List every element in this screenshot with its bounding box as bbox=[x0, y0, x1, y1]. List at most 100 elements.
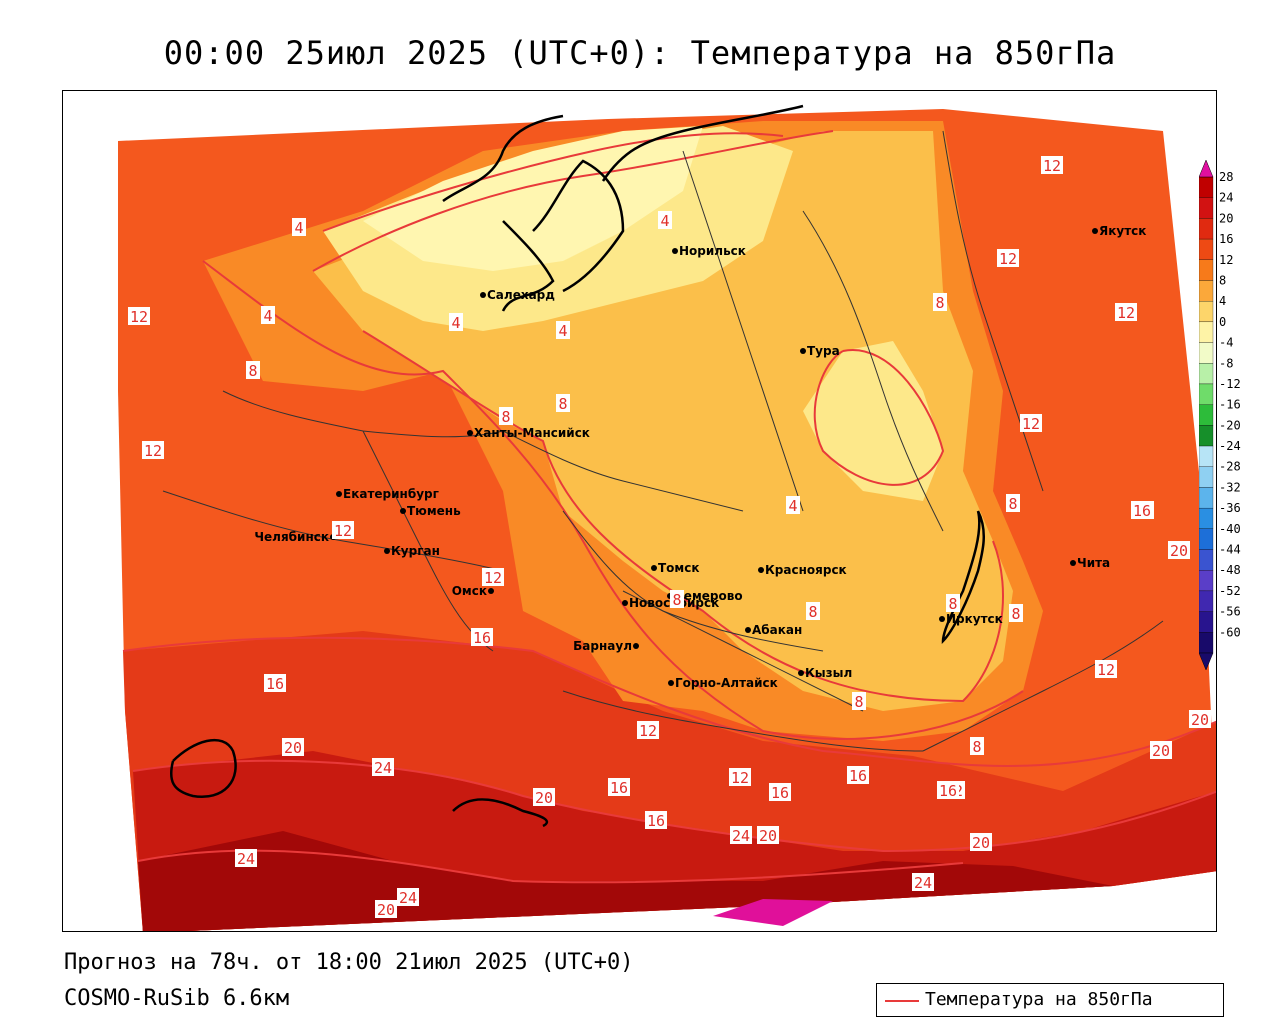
contour-label-text: 8 bbox=[808, 603, 817, 621]
contour-label-text: 24 bbox=[914, 874, 932, 892]
colorbar-bottom-arrow bbox=[1199, 652, 1214, 671]
contour-label-text: 24 bbox=[399, 889, 417, 907]
admin-borders bbox=[162, 130, 1164, 752]
contour-label: 24 bbox=[372, 758, 394, 777]
city-dot bbox=[1070, 560, 1076, 566]
forecast-info: Прогноз на 78ч. от 18:00 21июл 2025 (UTC… bbox=[64, 950, 634, 975]
contour-label: 12 bbox=[1041, 156, 1063, 175]
city-name: Ханты-Мансийск bbox=[474, 426, 590, 440]
city-dot bbox=[384, 548, 390, 554]
city-name: Кызыл bbox=[805, 666, 852, 680]
colorbar-tick: -12 bbox=[1219, 377, 1241, 391]
contour-label-text: 12 bbox=[130, 308, 148, 326]
city-name: Челябинск bbox=[254, 530, 329, 544]
contour-label-text: 8 bbox=[248, 362, 257, 380]
colorbar-tick: -24 bbox=[1219, 439, 1241, 453]
map-title: 00:00 25июл 2025 (UTC+0): Температура на… bbox=[163, 34, 1117, 72]
contour-label-text: 16 bbox=[610, 779, 628, 797]
contour-label: 12 bbox=[637, 721, 659, 740]
city-marker: Чита bbox=[1070, 556, 1110, 570]
city-dot bbox=[745, 627, 751, 633]
city-marker: Барнаул bbox=[573, 639, 639, 653]
city-marker: Норильск bbox=[672, 244, 746, 258]
contour-label-text: 20 bbox=[759, 827, 777, 845]
contour-label-text: 16 bbox=[266, 675, 284, 693]
contour-label-text: 8 bbox=[501, 408, 510, 426]
colorbar-tick: -52 bbox=[1219, 584, 1241, 598]
city-marker: Тюмень bbox=[400, 504, 461, 518]
city-dot bbox=[672, 248, 678, 254]
contour-label: 24 bbox=[235, 849, 257, 868]
contour-label: 20 bbox=[1150, 741, 1172, 760]
contour-label-text: 4 bbox=[660, 212, 669, 230]
model-name: COSMO-RuSib 6.6км bbox=[64, 986, 290, 1011]
coastlines bbox=[169, 104, 985, 828]
contour-label-text: 16 bbox=[647, 812, 665, 830]
colorbar-cell bbox=[1199, 487, 1214, 509]
city-marker: Салехард bbox=[480, 288, 555, 302]
contour-label-text: 8 bbox=[1011, 605, 1020, 623]
city-dot bbox=[1092, 228, 1098, 234]
city-marker: Горно-Алтайск bbox=[668, 676, 778, 690]
contour-label-text: 4 bbox=[788, 497, 797, 515]
colorbar-tick: -44 bbox=[1219, 543, 1241, 557]
temperature-bands bbox=[118, 109, 1216, 931]
colorbar-cell bbox=[1199, 197, 1214, 219]
contour-label: 12 bbox=[482, 568, 504, 587]
city-name: Екатеринбург bbox=[343, 487, 439, 501]
city-dot bbox=[798, 670, 804, 676]
colorbar-cell bbox=[1199, 321, 1214, 343]
city-name: Иркутск bbox=[946, 612, 1003, 626]
colorbar-cell bbox=[1199, 611, 1214, 633]
city-name: Якутск bbox=[1099, 224, 1146, 238]
temperature-map[interactable]: Норильск Якутск Салехард Тура Ханты-Мансийск… bbox=[62, 90, 1217, 932]
contour-label-text: 16 bbox=[1133, 502, 1151, 520]
contour-label: 16 bbox=[645, 811, 667, 830]
colorbar-tick: 24 bbox=[1219, 191, 1233, 205]
colorbar-tick: -60 bbox=[1219, 625, 1241, 639]
colorbar-cell bbox=[1199, 383, 1214, 405]
contour-label-text: 8 bbox=[854, 693, 863, 711]
legend: Температура на 850гПа bbox=[876, 983, 1224, 1017]
colorbar-cell bbox=[1199, 507, 1214, 529]
contour-label-text: 24 bbox=[732, 827, 750, 845]
contour-label-text: 20 bbox=[284, 739, 302, 757]
contour-label-text: 20 bbox=[1170, 542, 1188, 560]
contour-label: 20 bbox=[1168, 541, 1190, 560]
city-marker: Красноярск bbox=[758, 563, 847, 577]
city-dot bbox=[622, 600, 628, 606]
contour-label-text: 12 bbox=[484, 569, 502, 587]
colorbar-tick: -4 bbox=[1219, 336, 1233, 350]
contour-label-text: 24 bbox=[374, 759, 392, 777]
contour-labels-layer: 4 4 4 4 4 4 8 8 8 8 8 8 8 8 8 8 8 12 12 12 12 12 12 12 12 12 12 12 1… bbox=[128, 156, 1211, 919]
colorbar-cell bbox=[1199, 363, 1214, 385]
contour-label: 8 bbox=[933, 293, 947, 312]
contour-label: 24 bbox=[730, 826, 752, 845]
contour-label: 16 bbox=[769, 783, 791, 802]
colorbar-tick: 12 bbox=[1219, 253, 1233, 267]
city-name: Чита bbox=[1077, 556, 1110, 570]
city-dot bbox=[651, 565, 657, 571]
colorbar-tick: -56 bbox=[1219, 605, 1241, 619]
contour-label-text: 16 bbox=[849, 767, 867, 785]
contour-label-text: 20 bbox=[1191, 711, 1209, 729]
contour-label: 16 bbox=[937, 781, 959, 800]
colorbar-cell bbox=[1199, 425, 1214, 447]
colorbar-cell bbox=[1199, 238, 1214, 260]
contour-label-text: 8 bbox=[972, 738, 981, 756]
colorbar-tick: 16 bbox=[1219, 232, 1233, 246]
city-dot bbox=[480, 292, 486, 298]
contour-label: 12 bbox=[1115, 303, 1137, 322]
colorbar-cell bbox=[1199, 176, 1214, 198]
colorbar-tick: -40 bbox=[1219, 522, 1241, 536]
contour-label-text: 24 bbox=[237, 850, 255, 868]
city-marker: Екатеринбург bbox=[336, 487, 439, 501]
contour-label: 20 bbox=[533, 788, 555, 807]
contour-label: 16 bbox=[471, 628, 493, 647]
colorbar-tick: -8 bbox=[1219, 356, 1233, 370]
contour-label: 24 bbox=[912, 873, 934, 892]
city-dot bbox=[336, 491, 342, 497]
city-dot bbox=[488, 588, 494, 594]
contour-label: 12 bbox=[128, 307, 150, 326]
colorbar-cell bbox=[1199, 590, 1214, 612]
